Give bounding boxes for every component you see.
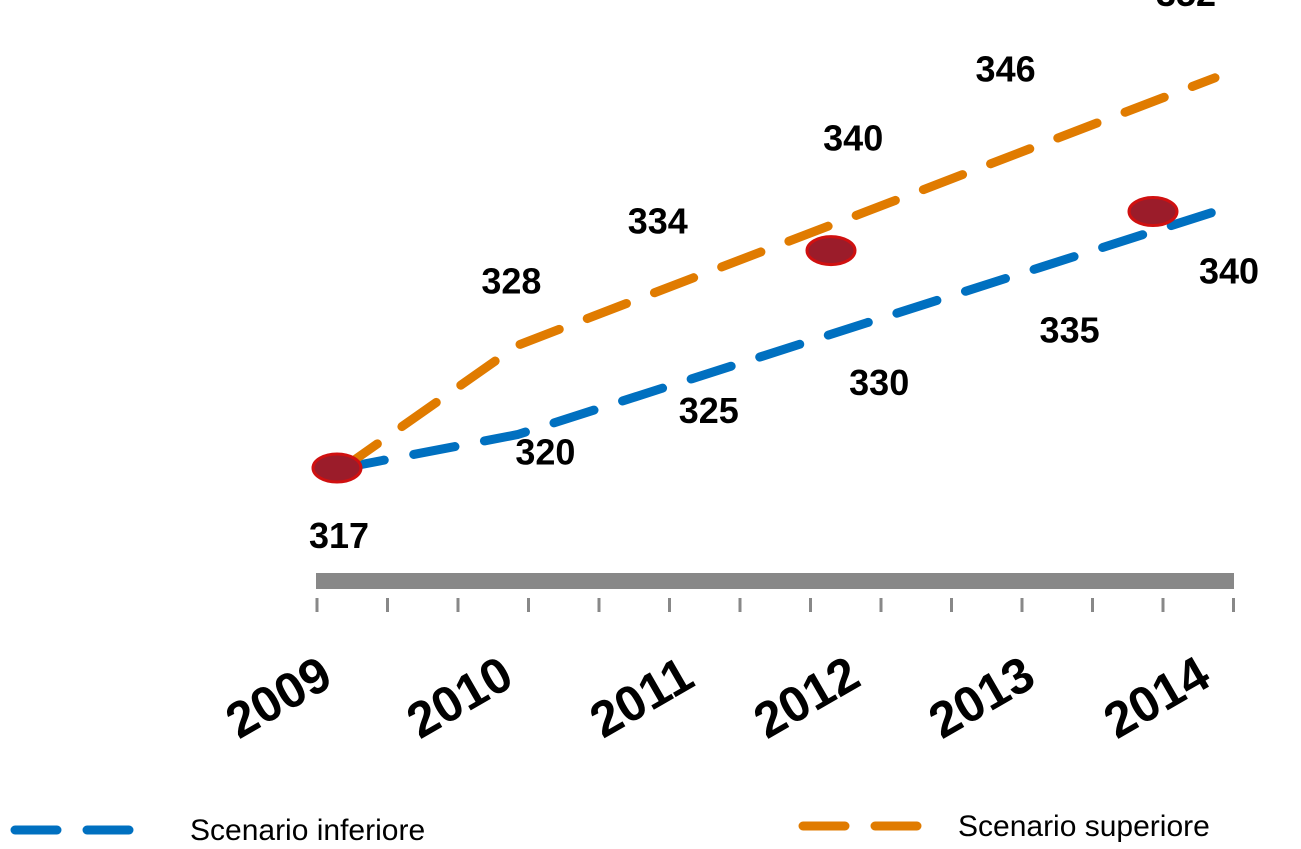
data-label: 325 bbox=[679, 390, 739, 431]
highlight-marker bbox=[805, 235, 857, 267]
highlight-marker bbox=[1127, 196, 1179, 228]
data-label: 320 bbox=[515, 432, 575, 473]
x-tick-label: 2009 bbox=[216, 645, 340, 749]
data-label: 340 bbox=[1199, 251, 1259, 292]
highlight-marker bbox=[311, 452, 363, 484]
data-label: 334 bbox=[628, 200, 688, 241]
data-label: 346 bbox=[976, 49, 1036, 90]
series-line-superiore bbox=[338, 73, 1220, 473]
legend-label: Scenario superiore bbox=[958, 810, 1210, 843]
data-label: 330 bbox=[849, 362, 909, 403]
data-label: 317 bbox=[309, 515, 369, 556]
data-label: 328 bbox=[481, 260, 541, 301]
highlight-markers bbox=[311, 196, 1179, 484]
x-tick-label: 2012 bbox=[744, 645, 868, 749]
legend: Scenario inferiore Scenario superiore bbox=[10, 810, 1210, 847]
x-tick-label: 2011 bbox=[581, 646, 703, 749]
x-tick-label: 2010 bbox=[397, 645, 521, 749]
x-axis bbox=[315, 573, 1235, 612]
data-labels: 317 320 325 330 335 340 328 334 340 346 352 bbox=[309, 0, 1259, 556]
x-axis-line bbox=[316, 573, 1234, 589]
x-tick-labels: 2009 2010 2011 2012 2013 2014 bbox=[216, 645, 1218, 749]
x-tick-label: 2014 bbox=[1094, 645, 1218, 749]
data-label: 340 bbox=[823, 118, 883, 159]
series-lines bbox=[338, 73, 1220, 473]
series-line-inferiore bbox=[338, 207, 1220, 473]
data-label: 335 bbox=[1040, 309, 1100, 350]
legend-label: Scenario inferiore bbox=[190, 814, 425, 847]
data-label: 352 bbox=[1156, 0, 1216, 14]
x-tick-label: 2013 bbox=[919, 645, 1043, 749]
